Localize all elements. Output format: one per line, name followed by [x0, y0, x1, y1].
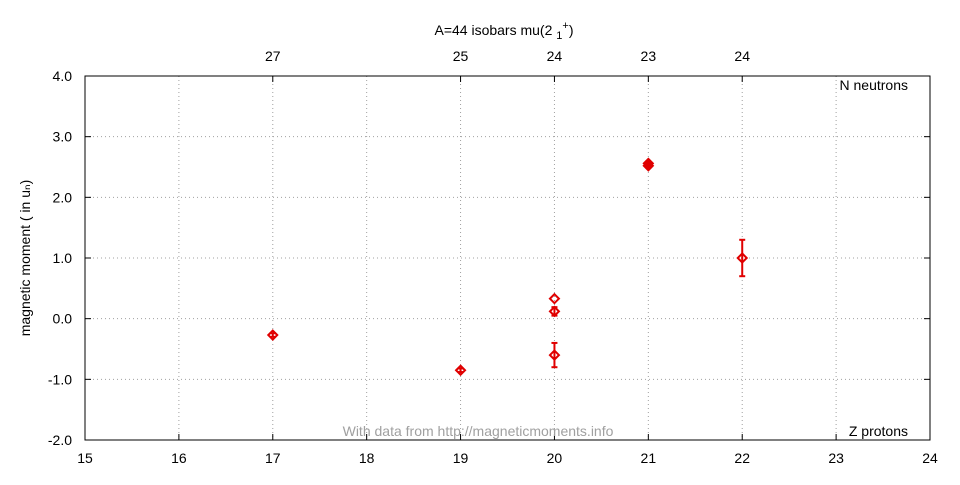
diamond-marker — [642, 159, 655, 172]
tick-labels: 15 16 17 18 19 20 21 22 23 24 -2.0 -1.0 0.0 1.0 2.0 3.0… — [48, 48, 938, 466]
top-tick-label: 25 — [453, 48, 469, 64]
diamond-marker — [736, 252, 749, 264]
chart-title: A=44 isobars mu(2 1+) — [434, 20, 573, 42]
x-tick-label: 22 — [734, 450, 750, 466]
x-tick-label: 15 — [77, 450, 93, 466]
top-tick-label: 24 — [734, 48, 750, 64]
n-neutrons-label: N neutrons — [840, 77, 908, 93]
grid — [85, 76, 930, 440]
y-tick-label: -2.0 — [48, 432, 72, 448]
y-tick-label: -1.0 — [48, 371, 72, 387]
diamond-marker — [454, 364, 467, 377]
data-point — [548, 292, 561, 305]
data-point — [548, 305, 561, 318]
data-point — [266, 329, 279, 341]
y-tick-label: 1.0 — [53, 250, 73, 266]
diamond-marker — [548, 305, 561, 318]
x-tick-label: 19 — [453, 450, 469, 466]
data-point — [736, 238, 749, 278]
data-point — [454, 364, 467, 377]
y-tick-label: 0.0 — [53, 311, 73, 327]
diamond-marker — [266, 329, 279, 341]
plot-border — [84, 75, 931, 441]
x-tick-label: 17 — [265, 450, 281, 466]
axes — [84, 75, 931, 441]
y-tick-label: 4.0 — [53, 68, 73, 84]
diamond-marker — [548, 292, 561, 305]
x-tick-label: 18 — [359, 450, 375, 466]
y-tick-label: 3.0 — [53, 129, 73, 145]
watermark: With data from http://magneticmoments.in… — [343, 423, 614, 439]
x-tick-label: 24 — [922, 450, 938, 466]
top-tick-label: 27 — [265, 48, 281, 64]
y-tick-label: 2.0 — [53, 189, 73, 205]
top-tick-label: 23 — [641, 48, 657, 64]
x-axis-label: Z protons — [849, 423, 908, 439]
diamond-marker — [548, 349, 561, 361]
y-axis-label: magnetic moment ( in uₙ) — [17, 180, 33, 337]
data-points — [266, 157, 749, 377]
x-tick-label: 16 — [171, 450, 187, 466]
x-tick-label: 23 — [828, 450, 844, 466]
data-point — [642, 159, 655, 172]
x-tick-label: 21 — [641, 450, 657, 466]
x-tick-label: 20 — [547, 450, 563, 466]
top-tick-label: 24 — [547, 48, 563, 64]
data-point — [548, 341, 561, 369]
